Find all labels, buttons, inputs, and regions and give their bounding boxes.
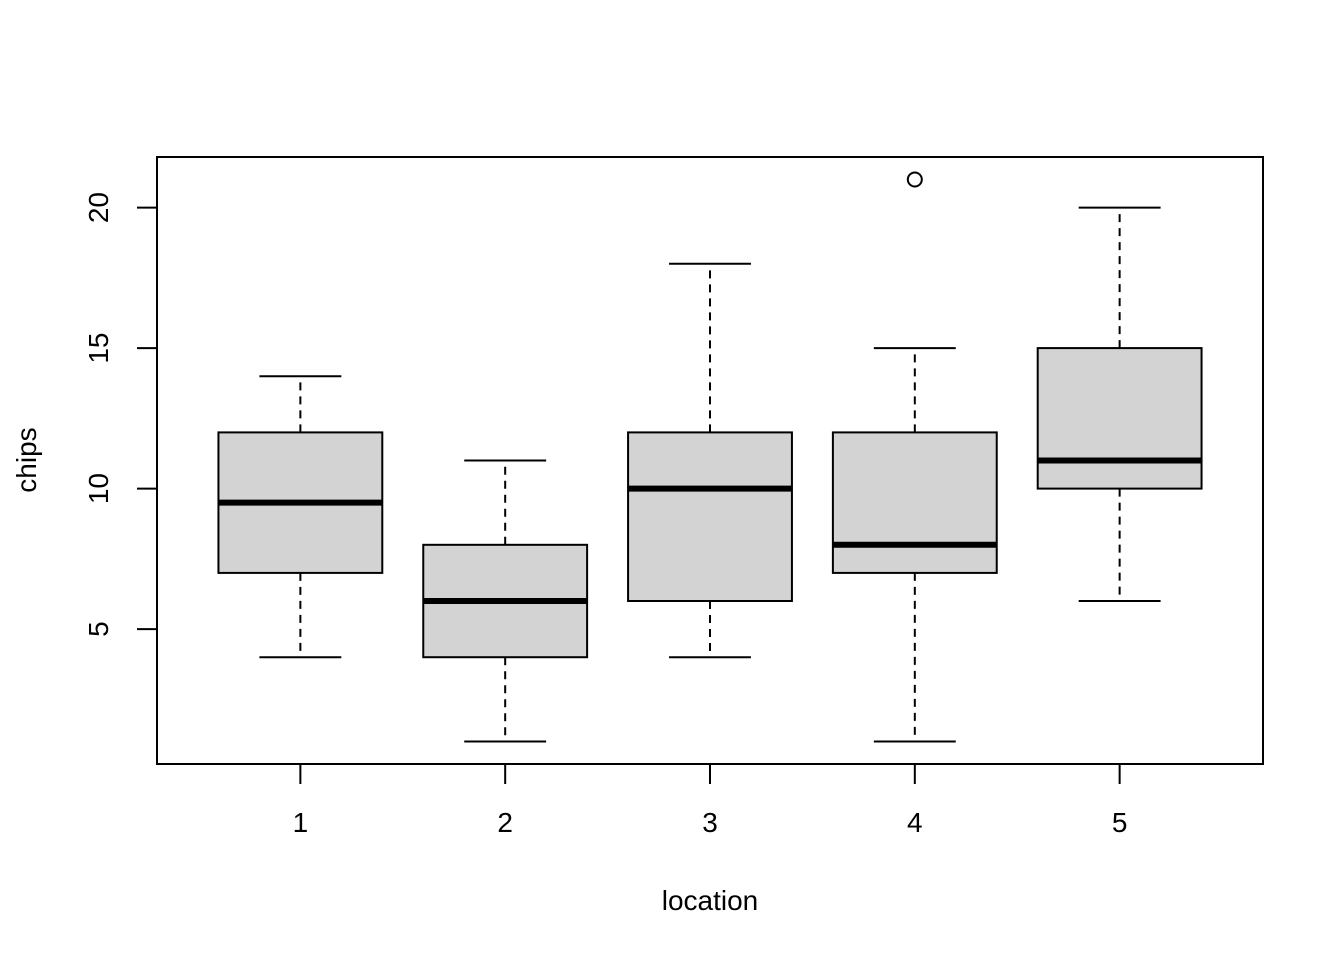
x-tick-label: 5	[1112, 807, 1128, 838]
y-tick-label: 20	[83, 192, 114, 223]
boxes-group	[217, 171, 1203, 743]
x-axis: 1 2 3 4 5	[293, 763, 1128, 838]
x-tick-label: 2	[497, 807, 513, 838]
y-axis-title: chips	[11, 427, 42, 492]
iqr-box	[627, 431, 793, 603]
y-axis: 5 10 15 20	[83, 192, 158, 637]
y-tick-label: 10	[83, 473, 114, 504]
box-group	[627, 262, 793, 659]
box-group	[1036, 206, 1203, 603]
x-tick-label: 3	[702, 807, 718, 838]
iqr-box	[831, 431, 998, 574]
outlier-point	[906, 171, 923, 188]
x-tick-label: 4	[907, 807, 923, 838]
y-tick-label: 5	[83, 621, 114, 637]
iqr-box	[1036, 347, 1203, 490]
x-axis-title: location	[662, 885, 759, 916]
y-tick-label: 15	[83, 333, 114, 364]
box-group	[217, 375, 384, 659]
box-group	[831, 171, 998, 743]
x-tick-label: 1	[293, 807, 309, 838]
box-group	[422, 459, 589, 743]
